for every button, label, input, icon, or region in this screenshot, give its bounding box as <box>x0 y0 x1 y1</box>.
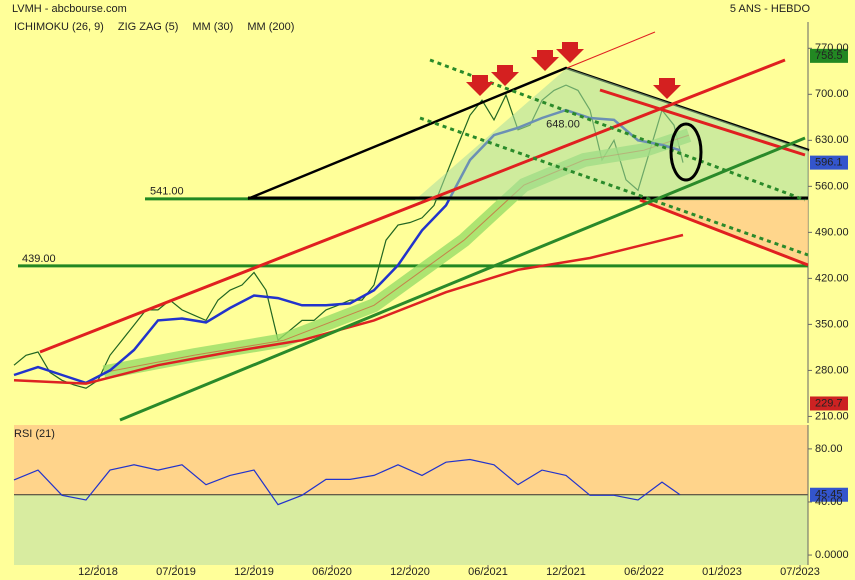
value-marker-label: 45.45 <box>815 489 843 501</box>
y-tick-label: 420.00 <box>815 272 849 284</box>
series-line <box>13 233 684 385</box>
x-tick-label: 12/2018 <box>78 566 118 578</box>
legend-entry: ZIG ZAG (5) <box>118 21 179 33</box>
rsi-lower-zone <box>14 494 808 565</box>
x-tick-label: 06/2020 <box>312 566 352 578</box>
chart-title: LVMH - abcbourse.com <box>12 3 127 15</box>
trend-line <box>566 31 656 69</box>
x-tick-label: 06/2021 <box>468 566 508 578</box>
drawings <box>39 31 809 422</box>
series-line <box>13 458 681 506</box>
value-marker-label: 596.1 <box>815 157 843 169</box>
y-tick-label: 770.00 <box>815 42 849 54</box>
highlight-ellipse <box>669 122 703 182</box>
value-marker-label: 229.7 <box>815 397 843 409</box>
trend-line <box>599 88 806 157</box>
x-tick-label: 07/2023 <box>780 566 820 578</box>
y-tick-label: 80.00 <box>815 443 843 455</box>
value-marker-label: 758.5 <box>815 50 843 62</box>
annotation: 648.00 <box>546 118 580 130</box>
x-tick-label: 12/2019 <box>234 566 274 578</box>
y-tick-label: 0.0000 <box>815 549 849 561</box>
level-label: 439.00 <box>22 253 56 265</box>
value-marker <box>810 48 848 63</box>
legend-entry: ICHIMOKU (26, 9) <box>14 21 104 33</box>
y-tick-label: 700.00 <box>815 88 849 100</box>
y-tick-label: 490.00 <box>815 226 849 238</box>
x-tick-label: 07/2019 <box>156 566 196 578</box>
y-tick-label: 210.00 <box>815 410 849 422</box>
panel-title: RSI (21) <box>14 428 55 440</box>
legend-entry: MM (200) <box>247 21 294 33</box>
trend-line <box>639 198 809 267</box>
x-tick-label: 06/2022 <box>624 566 664 578</box>
trend-line <box>119 136 806 422</box>
x-tick-label: 01/2023 <box>702 566 742 578</box>
value-marker <box>810 155 848 170</box>
legend-entry: MM (30) <box>192 21 233 33</box>
chart-subtitle: 5 ANS - HEBDO <box>730 3 811 15</box>
level-label: 541.00 <box>150 186 184 198</box>
x-tick-label: 12/2020 <box>390 566 430 578</box>
rsi-upper-zone <box>14 425 808 495</box>
arrows <box>466 42 681 99</box>
y-tick-label: 280.00 <box>815 364 849 376</box>
y-tick-label: 560.00 <box>815 180 849 192</box>
x-tick-label: 12/2021 <box>546 566 586 578</box>
y-tick-label: 40.00 <box>815 496 843 508</box>
value-marker <box>810 396 848 411</box>
value-marker <box>810 487 848 502</box>
y-tick-label: 350.00 <box>815 318 849 330</box>
y-tick-label: 630.00 <box>815 134 849 146</box>
